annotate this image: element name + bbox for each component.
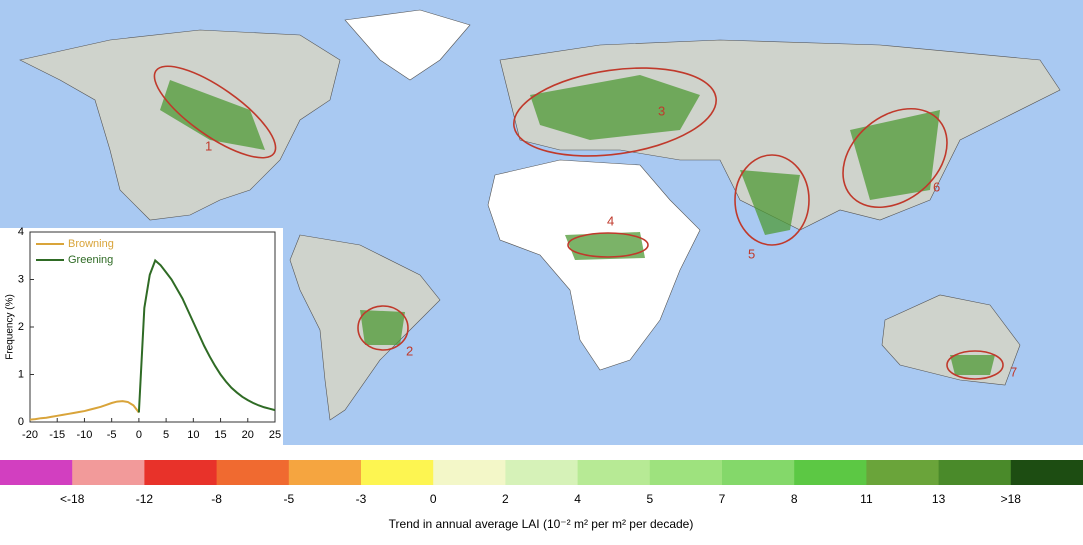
colorbar-swatch <box>361 460 434 485</box>
colorbar-label: 8 <box>791 492 798 506</box>
y-axis-label: Frequency (%) <box>5 294 16 360</box>
y-tick-label: 4 <box>18 226 24 238</box>
colorbar-swatch <box>938 460 1012 485</box>
colorbar-label: 0 <box>430 492 437 506</box>
colorbar-label: >18 <box>1001 492 1022 506</box>
north-america <box>19 29 341 221</box>
colorbar-swatch <box>72 460 145 485</box>
colorbar-swatch <box>1010 460 1083 485</box>
green-area <box>850 110 940 200</box>
africa <box>487 159 701 371</box>
colorbar-title: Trend in annual average LAI (10⁻² m² per… <box>389 517 694 531</box>
legend-label: Greening <box>68 254 113 266</box>
x-tick-label: 15 <box>214 429 226 441</box>
region-label: 5 <box>748 246 755 261</box>
colorbar-swatch <box>649 460 723 485</box>
region-outline <box>357 305 409 351</box>
colorbar-label: 13 <box>932 492 946 506</box>
colorbar-swatch <box>505 460 579 485</box>
region-label: 7 <box>1010 364 1017 379</box>
x-tick-label: -15 <box>49 429 65 441</box>
region-outline <box>567 232 649 258</box>
colorbar-swatch <box>577 460 651 485</box>
green-area <box>950 355 995 375</box>
colorbar-swatch <box>288 460 362 485</box>
colorbar-swatch <box>722 460 795 485</box>
line-series <box>29 400 140 421</box>
colorbar-swatch <box>216 460 290 485</box>
x-tick-label: 20 <box>242 429 254 441</box>
green-area <box>565 232 645 260</box>
x-tick-label: 25 <box>269 429 281 441</box>
region-outline <box>734 154 810 246</box>
colorbar-label: 4 <box>574 492 581 506</box>
colorbar-swatch <box>144 460 218 485</box>
region-label: 2 <box>406 343 413 358</box>
region-label: 4 <box>607 213 614 228</box>
colorbar-swatch <box>0 460 73 485</box>
colorbar-label: 2 <box>502 492 509 506</box>
colorbar-label: 5 <box>646 492 653 506</box>
colorbar-label: -5 <box>283 492 294 506</box>
x-tick-label: 5 <box>163 429 169 441</box>
legend-label: Browning <box>68 238 114 250</box>
region-label: 3 <box>658 103 665 118</box>
greenland <box>344 9 471 81</box>
colorbar-label: -12 <box>136 492 154 506</box>
green-area <box>740 170 800 235</box>
y-tick-label: 3 <box>18 273 24 285</box>
colorbar-label: -3 <box>356 492 367 506</box>
line-series <box>137 258 276 413</box>
region-label: 6 <box>933 179 940 194</box>
continents <box>19 9 1061 421</box>
colorbar-label: 7 <box>719 492 726 506</box>
y-tick-label: 2 <box>18 321 24 333</box>
colorbar-swatch <box>866 460 940 485</box>
x-tick-label: -20 <box>22 429 38 441</box>
x-tick-label: -5 <box>107 429 117 441</box>
colorbar-label: -8 <box>211 492 222 506</box>
green-area <box>530 75 700 140</box>
green-area <box>160 80 265 150</box>
region-outline <box>946 350 1004 380</box>
colorbar-label: <-18 <box>60 492 85 506</box>
y-tick-label: 0 <box>18 416 24 428</box>
region-outline <box>513 67 717 157</box>
inset-background <box>0 228 283 445</box>
region-label: 1 <box>205 138 212 153</box>
colorbar-label: 11 <box>860 492 873 506</box>
x-tick-label: 10 <box>187 429 199 441</box>
colorbar-swatch <box>794 460 867 485</box>
green-area <box>360 310 405 345</box>
x-tick-label: -10 <box>76 429 92 441</box>
y-tick-label: 1 <box>18 368 24 380</box>
region-outline <box>153 65 277 159</box>
x-tick-label: 0 <box>136 429 142 441</box>
region-outline <box>842 107 948 209</box>
colorbar-swatch <box>433 460 506 485</box>
regions: 1 2 3 4 5 6 7 <box>153 65 1017 380</box>
